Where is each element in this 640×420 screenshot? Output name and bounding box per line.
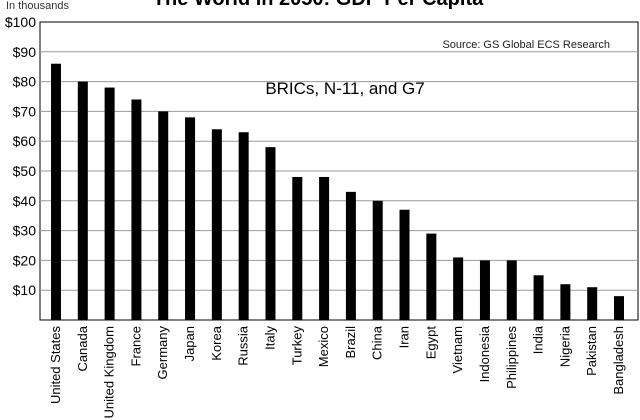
x-tick-label: Germany <box>155 326 170 380</box>
x-tick-label: Russia <box>236 325 251 366</box>
chart-title: The World in 2050: GDP Per Capita <box>153 0 484 10</box>
bar <box>506 260 517 320</box>
x-tick-label: Canada <box>75 325 90 371</box>
source-note: Source: GS Global ECS Research <box>442 39 610 51</box>
x-tick-label: Vietnam <box>450 326 465 373</box>
y-tick-label: $80 <box>13 74 37 90</box>
bar <box>372 200 383 320</box>
bar <box>238 132 249 320</box>
y-axis-ticks: $10 $20 $30 $40 $50 $60 $70 $80 $90 $100 <box>5 14 36 298</box>
x-tick-label: Egypt <box>423 326 438 360</box>
x-tick-label: Pakistan <box>584 326 599 376</box>
bar <box>533 275 544 320</box>
bar <box>345 191 356 320</box>
bar <box>265 147 276 320</box>
bar <box>453 257 464 320</box>
y-tick-label: $60 <box>13 133 37 149</box>
y-tick-label: $20 <box>13 252 37 268</box>
y-tick-label: $100 <box>5 14 36 30</box>
x-tick-label: India <box>531 325 546 354</box>
chart-annotation: BRICs, N-11, and G7 <box>265 79 424 98</box>
bars <box>51 63 624 321</box>
x-tick-label: Brazil <box>343 326 358 359</box>
x-tick-label: United Kingdom <box>102 326 117 419</box>
y-tick-label: $90 <box>13 44 37 60</box>
x-tick-label: Philippines <box>504 326 519 389</box>
bar <box>479 260 490 320</box>
x-tick-label: Nigeria <box>557 325 572 367</box>
x-tick-label: Turkey <box>289 326 304 366</box>
y-tick-label: $40 <box>13 193 37 209</box>
x-tick-label: Japan <box>182 326 197 361</box>
bar <box>426 233 437 320</box>
x-axis-ticks: United States Canada United Kingdom France G… <box>48 325 626 418</box>
bar <box>77 81 88 320</box>
x-tick-label: France <box>128 326 143 366</box>
x-tick-label: Italy <box>262 326 277 350</box>
bar <box>614 296 624 320</box>
bar <box>158 111 169 321</box>
x-tick-label: Indonesia <box>477 325 492 382</box>
x-tick-label: United States <box>48 326 63 405</box>
x-tick-label: Korea <box>209 325 224 360</box>
bar <box>185 117 196 320</box>
y-tick-label: $30 <box>13 223 37 239</box>
bar <box>131 99 142 320</box>
bar <box>560 284 571 320</box>
bar <box>587 287 598 320</box>
bar <box>51 63 61 320</box>
bar <box>292 176 303 320</box>
x-tick-label: Mexico <box>316 326 331 367</box>
bar <box>211 129 222 320</box>
y-tick-label: $50 <box>13 163 37 179</box>
x-tick-label: Bangladesh <box>611 326 626 395</box>
y-tick-label: $10 <box>13 282 37 298</box>
units-label: In thousands <box>6 0 69 12</box>
x-tick-label: Iran <box>397 326 412 348</box>
y-tick-label: $70 <box>13 103 37 119</box>
bar <box>319 176 330 320</box>
x-tick-label: China <box>370 325 385 360</box>
bar <box>399 209 410 320</box>
bar <box>104 87 115 320</box>
